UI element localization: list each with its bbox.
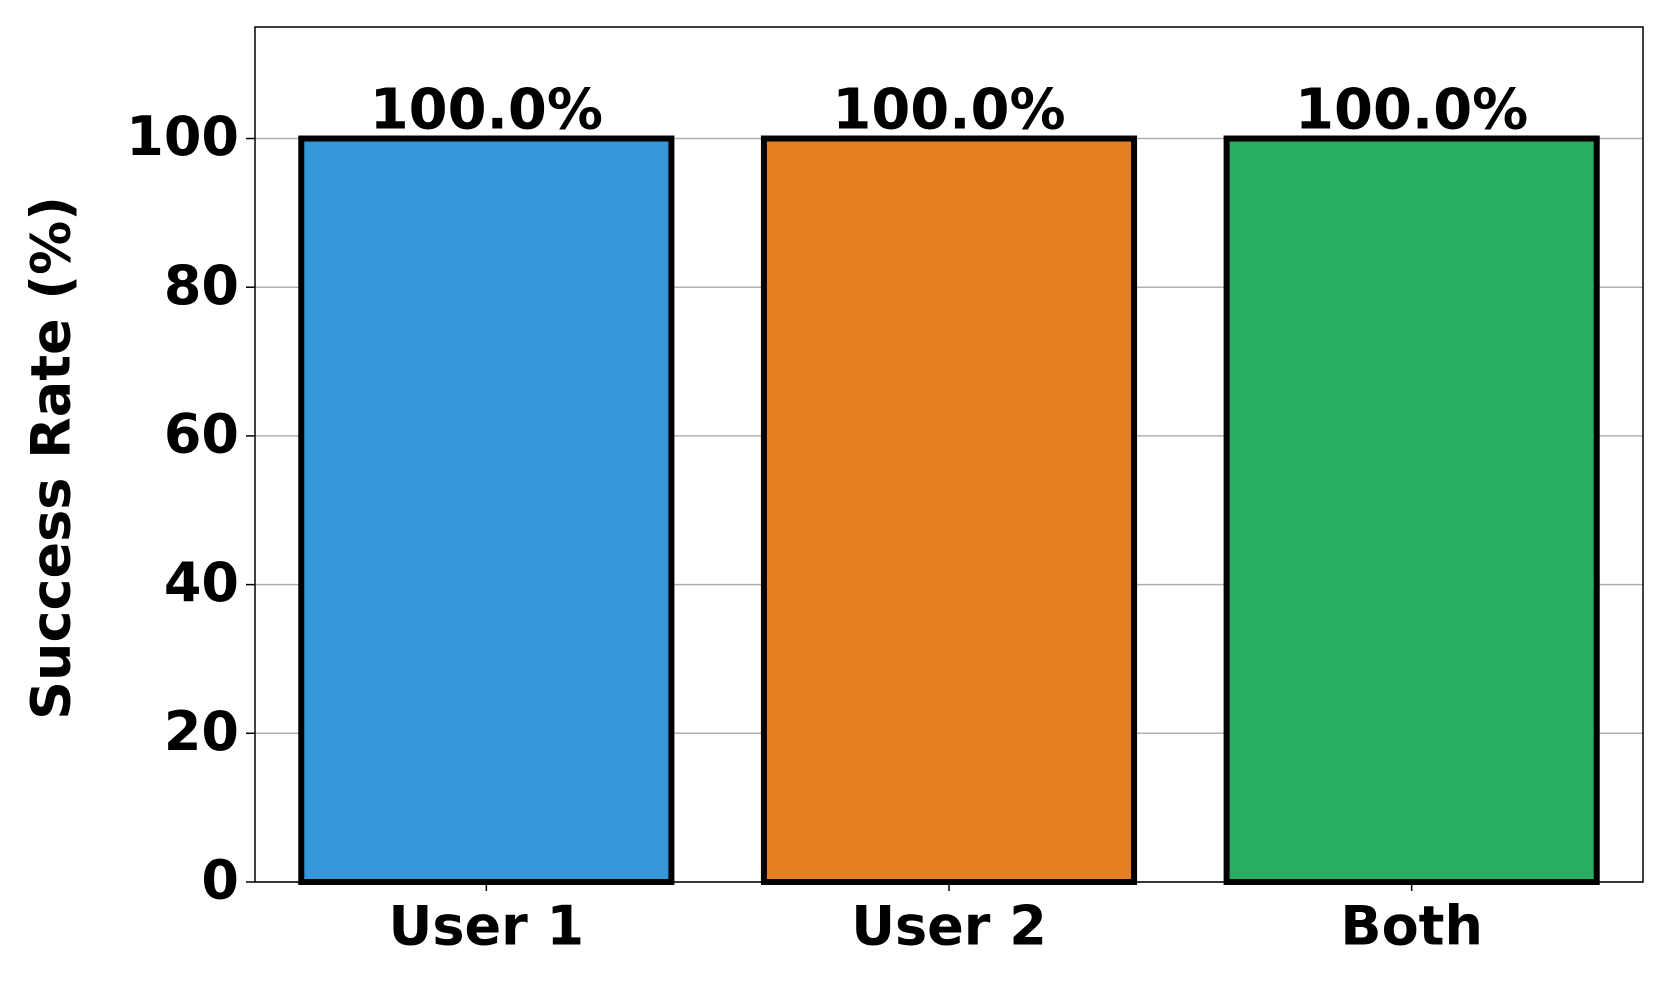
value-label: 100.0%: [1295, 78, 1528, 143]
y-tick-label: 0: [201, 849, 239, 912]
y-tick-label: 80: [164, 254, 239, 317]
y-tick-label: 40: [164, 551, 239, 614]
bar: [760, 135, 1138, 886]
bar: [1223, 135, 1600, 886]
x-tick-label: User 2: [851, 895, 1047, 958]
value-label: 100.0%: [832, 78, 1065, 143]
x-tick-label: Both: [1340, 895, 1483, 958]
value-label: 100.0%: [370, 78, 603, 143]
y-tick-label: 20: [164, 700, 239, 763]
y-tick-label: 100: [126, 105, 239, 168]
x-tick-label: User 1: [389, 895, 585, 958]
y-axis-label: Success Rate (%): [20, 196, 83, 720]
bar: [298, 135, 675, 886]
plot-frame: [254, 26, 1644, 883]
y-tick-label: 60: [164, 403, 239, 466]
